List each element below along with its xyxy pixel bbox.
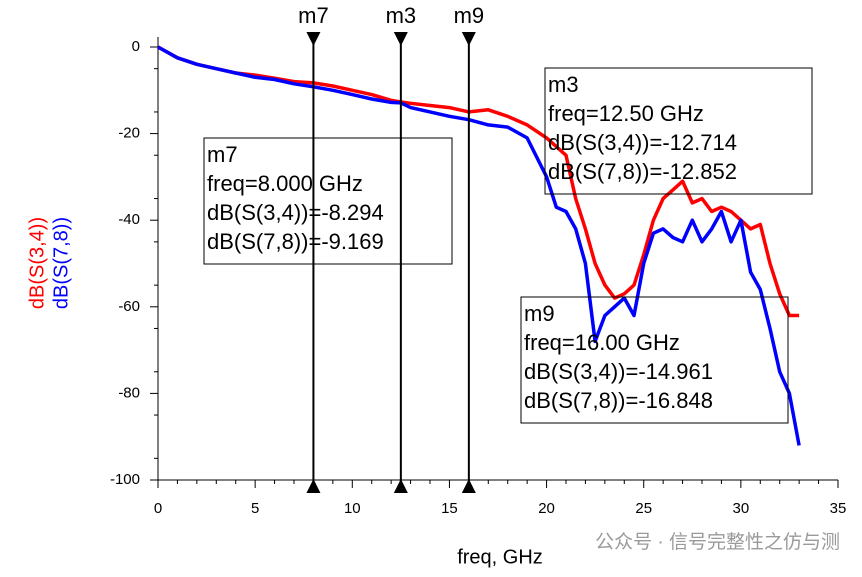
x-tick-label: 20	[538, 500, 555, 517]
x-tick-label: 10	[344, 500, 361, 517]
marker-box-line: dB(S(3,4))=-14.961	[524, 359, 713, 384]
x-tick-label: 15	[441, 500, 458, 517]
marker-triangle	[393, 32, 408, 46]
marker-name: m3	[386, 3, 417, 28]
marker-box	[544, 67, 813, 195]
marker-box-line: freq=16.00 GHz	[524, 330, 680, 355]
x-axis-label: freq, GHz	[457, 546, 543, 568]
x-tick-label: 30	[733, 500, 750, 517]
marker-triangle	[461, 479, 476, 493]
series-line	[157, 45, 801, 446]
marker-triangle	[461, 32, 476, 46]
marker-box-name: m3	[548, 72, 579, 97]
marker-name: m7	[298, 3, 329, 28]
marker-box-line: dB(S(7,8))=-16.848	[524, 388, 713, 413]
watermark: 公众号 · 信号完整性之仿与测	[595, 531, 840, 553]
x-tick-label: 0	[154, 500, 162, 517]
marker-box	[203, 137, 453, 265]
x-tick-label: 25	[635, 500, 652, 517]
marker-triangle	[306, 479, 321, 493]
marker-box-line: dB(S(7,8))=-9.169	[207, 229, 384, 254]
y-tick-label: -60	[118, 298, 140, 315]
marker-triangle	[306, 32, 321, 46]
marker-box-line: dB(S(7,8))=-12.852	[548, 159, 737, 184]
x-tick-label: 5	[251, 500, 259, 517]
y-tick-label: -20	[118, 125, 140, 142]
y-tick-label: -40	[118, 211, 140, 228]
y-tick-label: -80	[118, 384, 140, 401]
marker-triangle	[393, 479, 408, 493]
y-axis-label: dB(S(7,8))	[50, 217, 72, 309]
marker-name: m9	[454, 3, 485, 28]
marker-box-name: m9	[524, 301, 555, 326]
marker-box-line: freq=12.50 GHz	[548, 101, 704, 126]
x-tick-label: 35	[830, 500, 847, 517]
marker-box-name: m7	[207, 142, 238, 167]
y-axis-label: dB(S(3,4))	[26, 217, 48, 309]
marker-box-line: dB(S(3,4))=-8.294	[207, 200, 384, 225]
marker-box-line: dB(S(3,4))=-12.714	[548, 130, 737, 155]
marker-box	[520, 296, 789, 424]
series-line	[157, 45, 800, 318]
y-tick-label: -100	[110, 471, 140, 488]
marker-box-line: freq=8.000 GHz	[207, 171, 363, 196]
y-tick-label: 0	[132, 38, 140, 55]
